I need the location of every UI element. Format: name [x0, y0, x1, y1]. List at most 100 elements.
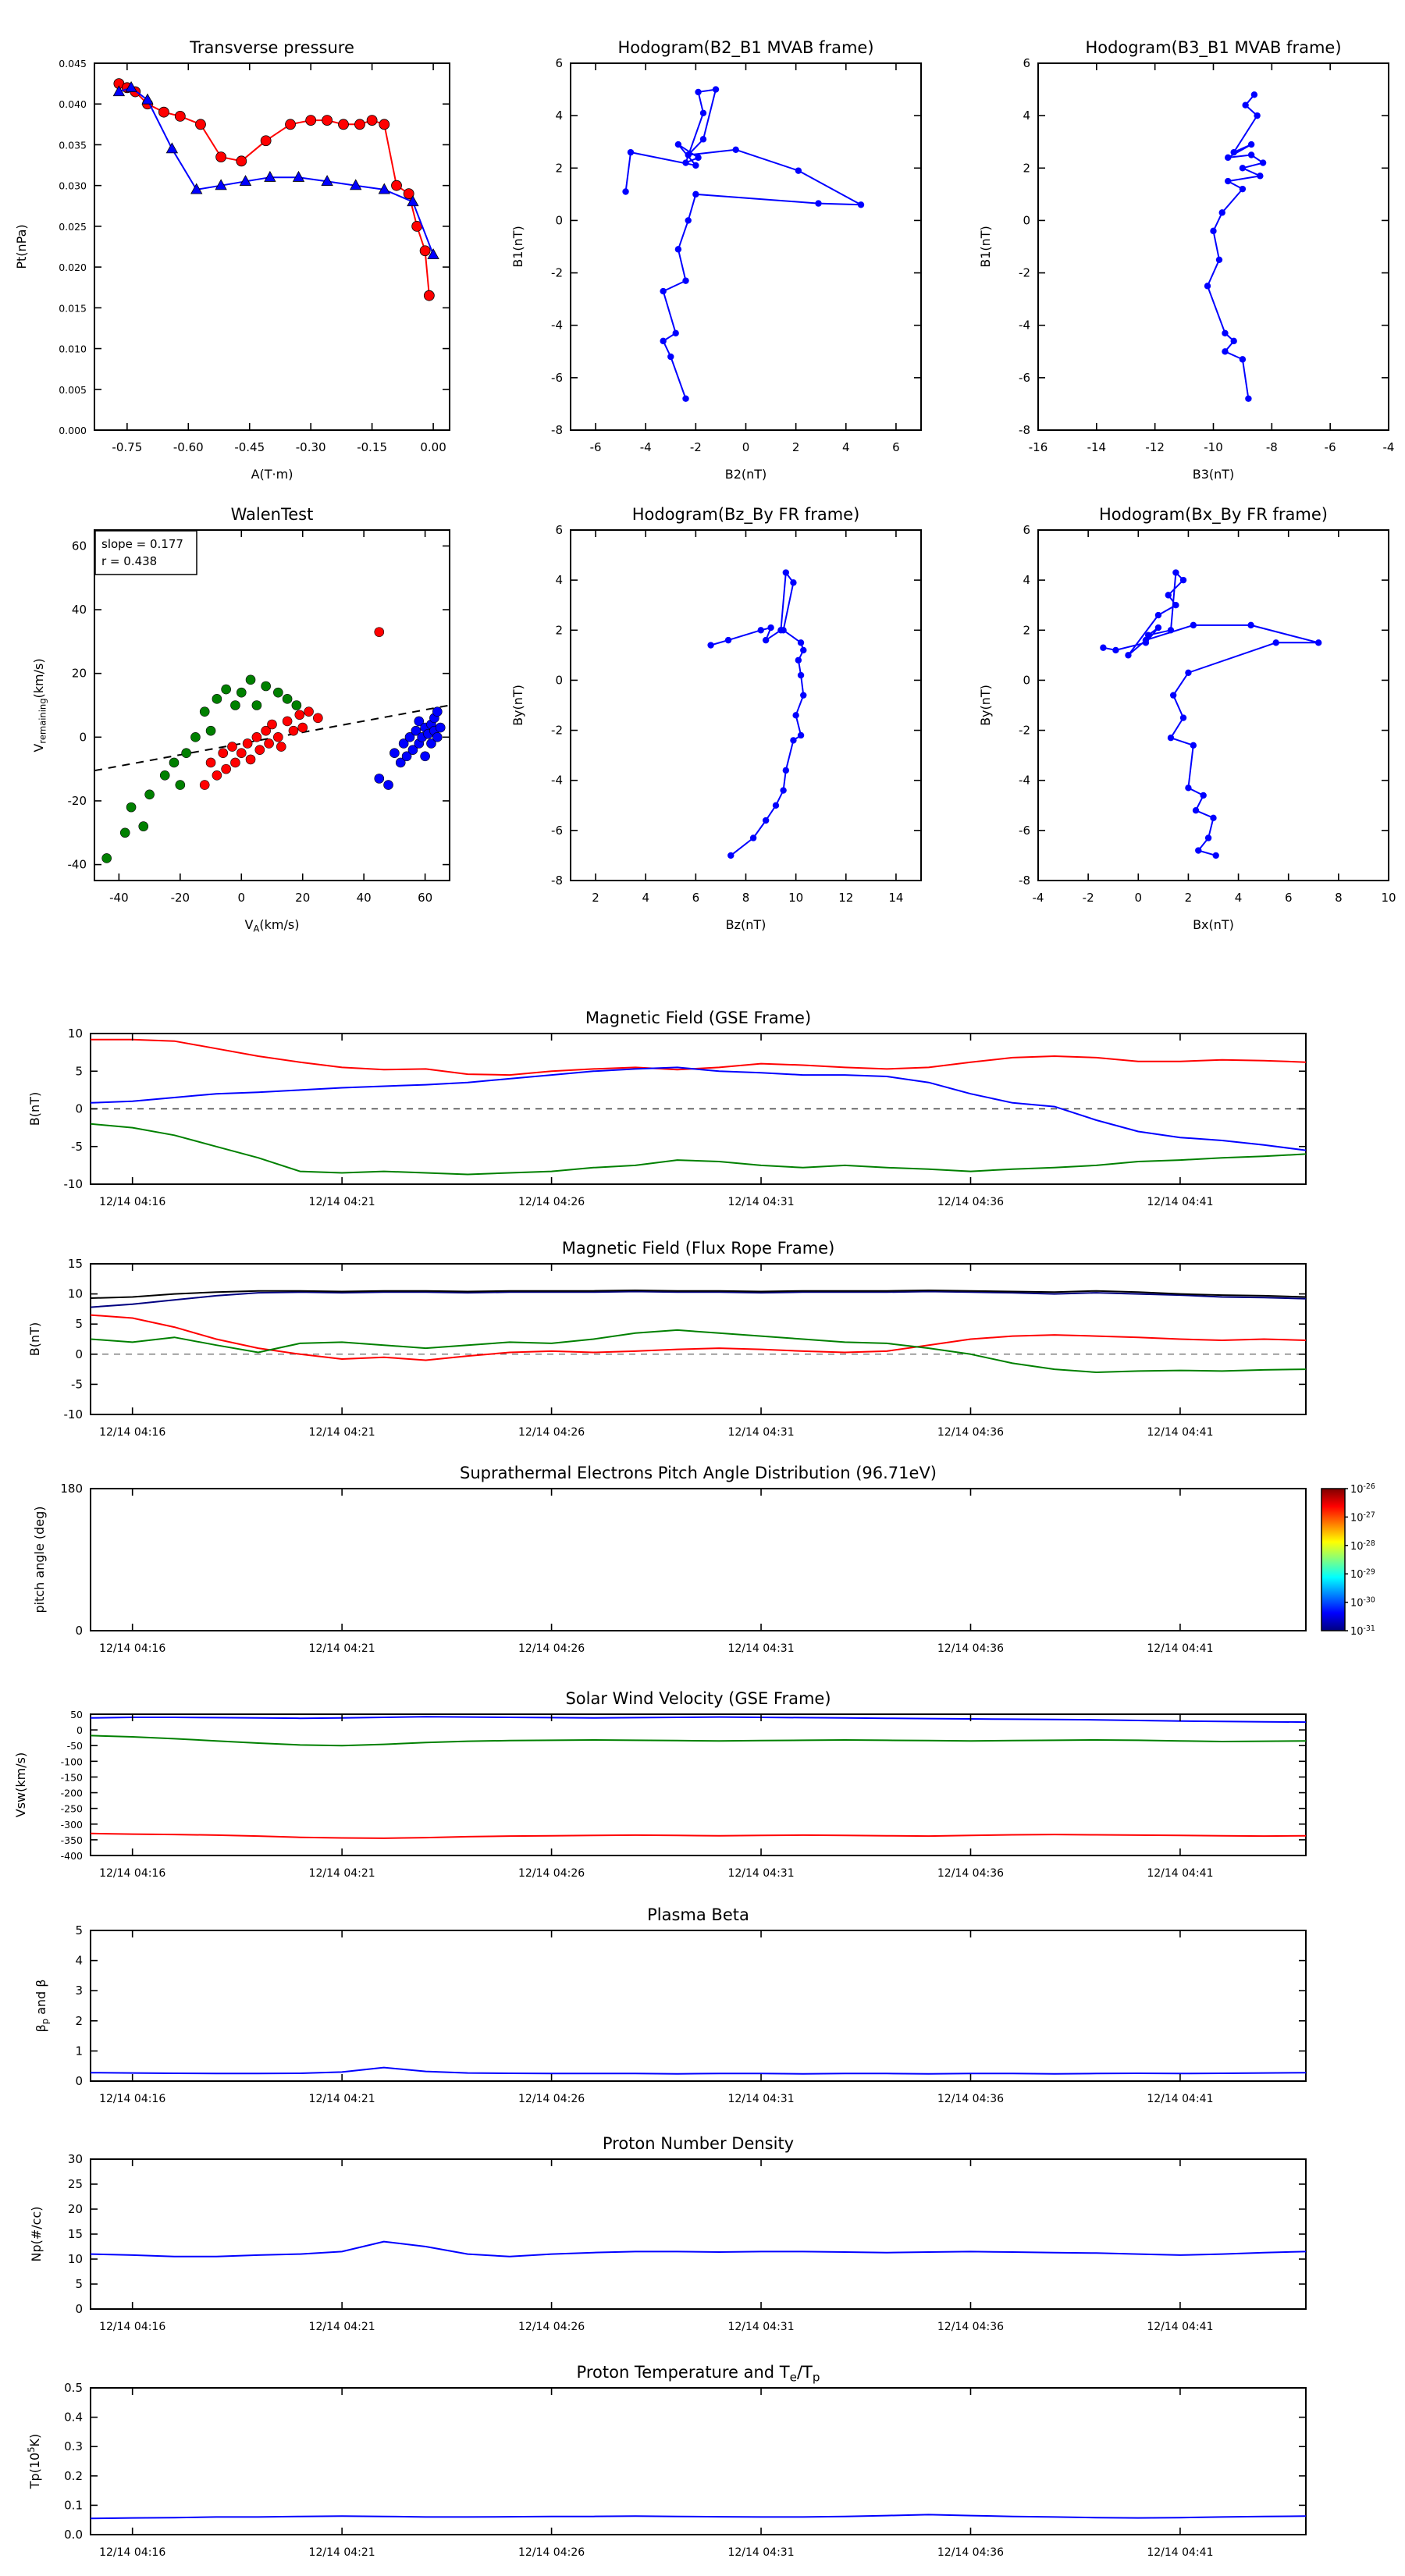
y-axis-label: B(nT)	[27, 1092, 42, 1126]
marker	[1204, 283, 1211, 290]
y-tick-label: -4	[551, 774, 563, 788]
marker	[780, 627, 787, 634]
y-tick-label: -8	[1019, 873, 1030, 888]
x-tick-label: 6	[692, 891, 700, 905]
y-tick-label: 4	[555, 573, 563, 587]
chart-proton-density: 12/14 04:16 12/14 04:21 12/14 04:26 12/14 0…	[29, 2134, 1307, 2333]
marker	[1247, 621, 1254, 629]
x-tick-label: 12/14 04:16	[99, 2321, 165, 2333]
y-axis-label: βp and β	[34, 1979, 51, 2032]
marker	[227, 742, 237, 752]
y-axis-label: B(nT)	[27, 1322, 42, 1356]
y-tick-label: -5	[71, 1377, 83, 1391]
x-tick-label: 12/14 04:21	[309, 1642, 375, 1655]
marker	[383, 780, 393, 790]
series-Vx	[90, 1832, 1307, 1839]
marker	[792, 712, 799, 719]
x-tick-label: 12/14 04:26	[518, 2546, 585, 2559]
y-tick-label: -6	[551, 824, 563, 838]
series-Bx'	[90, 1314, 1307, 1361]
marker	[403, 188, 414, 200]
x-axis-label: Bx(nT)	[1193, 917, 1234, 932]
y-tick-label: 2	[1023, 623, 1030, 637]
y-tick-label: -10	[64, 1407, 84, 1421]
x-tick-label: 0	[742, 440, 750, 454]
chart-title: Hodogram(B3_B1 MVAB frame)	[1085, 38, 1341, 58]
x-tick-label: -2	[690, 440, 702, 454]
series-Tp	[90, 2514, 1307, 2520]
marker	[407, 195, 419, 207]
marker	[267, 719, 277, 730]
marker	[276, 742, 286, 752]
y-tick-label: 0	[1023, 673, 1030, 687]
chart-plasma-beta: 12/14 04:16 12/14 04:21 12/14 04:26 12/14 0…	[34, 1905, 1307, 2105]
marker	[1218, 209, 1225, 216]
marker	[181, 748, 191, 759]
y-tick-label: 0.1	[64, 2498, 83, 2512]
marker	[712, 86, 720, 93]
y-tick-label: -250	[61, 1803, 83, 1815]
marker	[427, 248, 439, 260]
y-tick-label: 6	[555, 56, 563, 70]
y-tick-label: 10	[68, 1026, 83, 1041]
x-tick-label: 6	[892, 440, 900, 454]
x-tick-label: 40	[357, 891, 372, 905]
marker	[672, 329, 679, 336]
y-tick-label: 5	[75, 2277, 83, 2291]
x-axis-label: VA(km/s)	[245, 917, 300, 934]
annotation-box	[94, 530, 197, 575]
marker	[260, 135, 272, 147]
chart-proton-temperature: 12/14 04:16 12/14 04:21 12/14 04:26 12/14 0…	[26, 2363, 1307, 2559]
x-tick-label: 12/14 04:41	[1147, 2321, 1213, 2333]
marker	[190, 183, 203, 194]
y-tick-label: 40	[72, 603, 87, 617]
chart-suprathermal-pad: 12/14 04:16 12/14 04:21 12/14 04:26 12/14 0…	[32, 1464, 1375, 1655]
y-tick-label: -4	[1019, 774, 1030, 788]
plot-area	[90, 1488, 1307, 1631]
marker	[288, 725, 299, 736]
series-fit-line	[94, 704, 450, 772]
marker	[1179, 576, 1187, 584]
marker	[264, 170, 276, 182]
x-tick-label: 12/14 04:21	[309, 2321, 375, 2333]
y-tick-label: 0.3	[64, 2439, 83, 2453]
marker	[304, 706, 314, 717]
x-tick-label: 12/14 04:41	[1147, 1426, 1213, 1439]
marker	[404, 732, 415, 742]
marker	[695, 88, 702, 96]
y-tick-label: 2	[1023, 161, 1030, 175]
marker	[1154, 624, 1162, 632]
marker	[426, 738, 436, 749]
y-tick-label: -200	[61, 1788, 83, 1799]
marker	[674, 141, 682, 148]
marker	[1167, 627, 1175, 634]
marker	[682, 159, 689, 166]
marker	[205, 725, 216, 736]
marker	[101, 853, 112, 863]
x-tick-label: 12/14 04:21	[309, 1196, 375, 1208]
x-tick-label: 12/14 04:36	[937, 1867, 1004, 1880]
marker	[1230, 148, 1237, 156]
series-By	[90, 1123, 1307, 1176]
y-tick-label: -6	[1019, 371, 1030, 385]
y-tick-label: 4	[1023, 573, 1030, 587]
y-tick-label: -300	[61, 1819, 83, 1831]
plot-area	[90, 1930, 1307, 2082]
chart-b-gse: 12/14 04:16 12/14 04:21 12/14 04:26 12/14 0…	[27, 1009, 1307, 1208]
y-tick-label: -4	[551, 318, 563, 333]
x-tick-label: 14	[888, 891, 903, 905]
marker	[282, 694, 293, 704]
y-tick-label: 0	[555, 673, 563, 687]
y-tick-label: 6	[1023, 56, 1030, 70]
chart-hodogram-bz-by: 2 4 6 8 10 12 14 -8 -6 -4 -2 0 2 4 6 Hodogram(Bz_By FR …	[510, 505, 922, 932]
x-tick-label: -20	[171, 891, 190, 905]
x-tick-label: 12/14 04:31	[727, 1642, 794, 1655]
marker	[857, 201, 865, 208]
y-tick-label: 0.045	[59, 58, 87, 69]
marker	[1172, 569, 1179, 576]
x-tick-label: -6	[1325, 440, 1336, 454]
series-1st half path	[118, 83, 430, 296]
marker	[1250, 91, 1258, 98]
x-tick-label: -4	[1383, 440, 1395, 454]
x-tick-label: 12/14 04:31	[727, 1867, 794, 1880]
